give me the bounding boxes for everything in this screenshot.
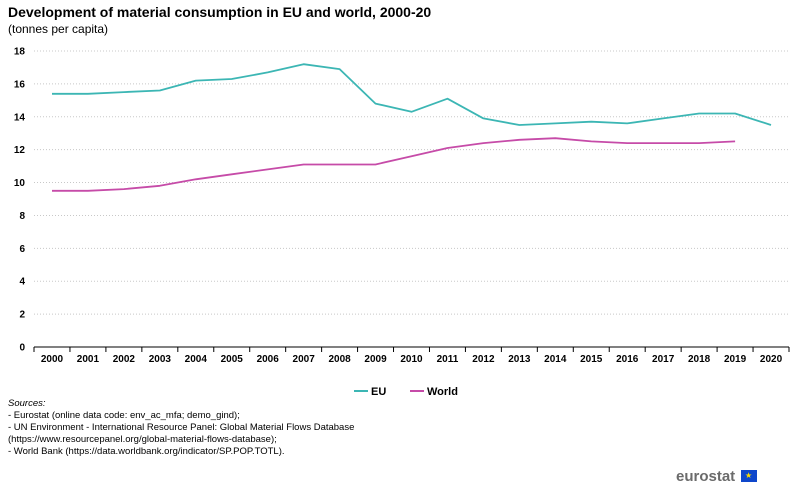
- x-tick-label: 2006: [257, 354, 280, 365]
- chart-subtitle: (tonnes per capita): [8, 22, 109, 36]
- legend-label-eu: EU: [371, 386, 386, 398]
- x-tick-label: 2015: [580, 354, 603, 365]
- x-tick-label: 2019: [724, 354, 747, 365]
- x-tick-label: 2005: [221, 354, 244, 365]
- y-tick-label: 2: [19, 310, 25, 321]
- line-chart: 0 2 4 6 8 10 12 14 16 18 2000 2001 2002 2003 2004 2005 2…: [14, 47, 790, 398]
- source-line-eurostat: - Eurostat (online data code: env_ac_mfa…: [8, 410, 240, 421]
- y-tick-label: 12: [14, 145, 26, 156]
- series-line-eu: [52, 63, 772, 126]
- x-tick-label: 2012: [472, 354, 495, 365]
- x-tick-label: 2010: [400, 354, 423, 365]
- x-tick-label: 2016: [616, 354, 639, 365]
- x-tick-label: 2009: [364, 354, 387, 365]
- y-tick-label: 4: [19, 277, 25, 288]
- eurostat-logo: eurostat: [676, 468, 736, 485]
- y-tick-label: 0: [19, 343, 25, 354]
- eu-flag-icon: ★: [741, 470, 757, 482]
- x-tick-label: 2018: [688, 354, 711, 365]
- y-tick-label: 14: [14, 112, 26, 123]
- y-tick-label: 8: [19, 211, 25, 222]
- x-tick-label: 2007: [293, 354, 316, 365]
- legend-label-world: World: [427, 386, 458, 398]
- x-tick-label: 2013: [508, 354, 531, 365]
- y-tick-label: 16: [14, 79, 26, 90]
- sources-block: Sources: - Eurostat (online data code: e…: [8, 398, 388, 458]
- x-tick-label: 2011: [437, 354, 459, 365]
- x-tick-label: 2017: [652, 354, 675, 365]
- y-tick-label: 18: [14, 47, 26, 58]
- y-tick-label: 10: [14, 178, 26, 189]
- source-line-worldbank: - World Bank (https://data.worldbank.org…: [8, 446, 285, 457]
- x-tick-label: 2001: [77, 354, 100, 365]
- x-tick-label: 2003: [149, 354, 172, 365]
- y-tick-label: 6: [19, 244, 25, 255]
- source-line-un: - UN Environment - International Resourc…: [8, 422, 355, 445]
- x-tick-label: 2014: [544, 354, 567, 365]
- sources-heading: Sources:: [8, 398, 46, 409]
- x-tick-label: 2020: [760, 354, 783, 365]
- x-tick-label: 2000: [41, 354, 64, 365]
- chart-title: Development of material consumption in E…: [8, 4, 432, 20]
- x-tick-label: 2004: [185, 354, 208, 365]
- x-tick-label: 2008: [328, 354, 351, 365]
- series-line-world: [52, 137, 736, 192]
- x-tick-label: 2002: [113, 354, 136, 365]
